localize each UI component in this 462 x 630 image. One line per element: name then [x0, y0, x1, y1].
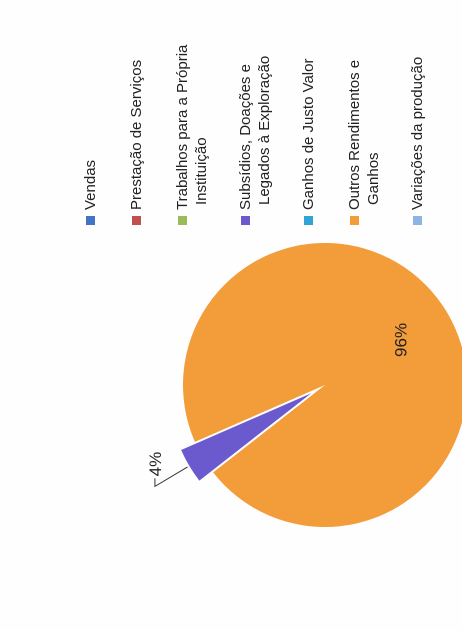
pie-slice-subsidios-doacoes-e-legados-a-exploracao [181, 393, 312, 481]
legend-item-vendas: Vendas [82, 160, 99, 225]
legend-label-outros-rendimentos-e-ganhos: Outros Rendimentos e [346, 60, 363, 210]
legend-swatch-outros-rendimentos-e-ganhos [350, 216, 359, 225]
data-label-subsidios-doacoes-e-legados-a-exploracao: 4% [146, 452, 165, 477]
legend-swatch-ganhos-de-justo-valor [304, 216, 313, 225]
legend-swatch-trabalhos-para-a-propria-instituicao [178, 216, 187, 225]
legend-item-ganhos-de-justo-valor: Ganhos de Justo Valor [300, 59, 317, 225]
legend-item-prestacao-de-servicos: Prestação de Serviços [128, 60, 145, 225]
legend-label-trabalhos-para-a-propria-instituicao-line-2: Instituição [193, 137, 210, 205]
legend-item-variacoes-da-producao: Variações da produção [409, 57, 426, 225]
legend-item-subsidios-doacoes-e-legados-a-exploracao: Subsídios, Doações e Legados à Exploração [237, 56, 273, 225]
legend-swatch-vendas [86, 216, 95, 225]
legend-label-vendas: Vendas [82, 160, 99, 210]
legend: Vendas Prestação de Serviços Trabalhos par… [82, 44, 426, 225]
data-label-outros-rendimentos-e-ganhos: 96% [392, 323, 411, 357]
legend-swatch-subsidios-doacoes-e-legados-a-exploracao [241, 216, 250, 225]
pie-slices [181, 243, 462, 527]
legend-label-prestacao-de-servicos: Prestação de Serviços [128, 60, 145, 210]
legend-label-ganhos-de-justo-valor: Ganhos de Justo Valor [300, 59, 317, 210]
legend-label-subsidios-doacoes-e-legados-a-exploracao: Subsídios, Doações e [237, 64, 254, 210]
legend-item-trabalhos-para-a-propria-instituicao: Trabalhos para a Própria Instituição [174, 44, 210, 225]
pie-slice-outros-rendimentos-e-ganhos [183, 243, 462, 527]
legend-label-outros-rendimentos-e-ganhos-line-2: Ganhos [365, 152, 382, 205]
chart-rotated-group: 4% 96% Vendas Prestação de Serviços Trabalh… [82, 44, 462, 527]
leader-line-subsidios-doacoes-e-legados-a-exploracao [154, 466, 188, 488]
legend-swatch-prestacao-de-servicos [132, 216, 141, 225]
legend-label-trabalhos-para-a-propria-instituicao: Trabalhos para a Própria [174, 44, 191, 210]
data-labels: 4% 96% [146, 323, 411, 488]
legend-swatch-variacoes-da-producao [413, 216, 422, 225]
legend-label-variacoes-da-producao: Variações da produção [409, 57, 426, 210]
legend-label-subsidios-doacoes-e-legados-a-exploracao-line-2: Legados à Exploração [256, 56, 273, 205]
legend-item-outros-rendimentos-e-ganhos: Outros Rendimentos e Ganhos [346, 60, 382, 225]
